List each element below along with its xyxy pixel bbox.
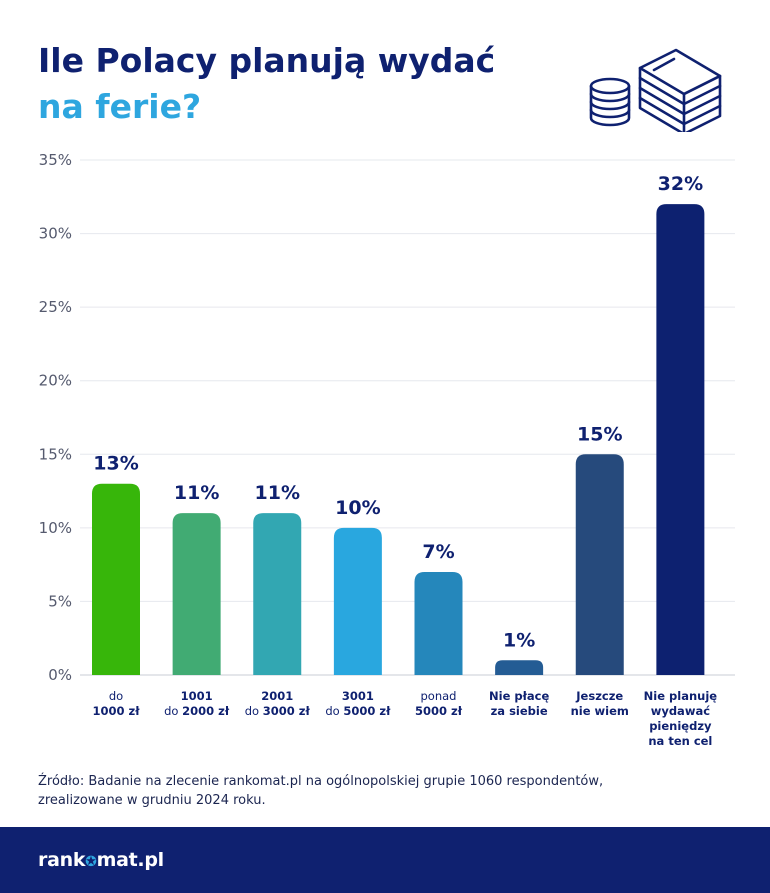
bar [333, 527, 382, 675]
y-tick-label: 35% [39, 151, 72, 169]
bar [495, 660, 544, 675]
y-tick-label: 20% [39, 372, 72, 390]
title-line-1: Ile Polacy planują wydać [38, 41, 496, 80]
data-label: 11% [255, 482, 300, 504]
x-tick-label: 3001 [342, 689, 374, 703]
footer-bar: rank✪mat.pl [0, 827, 770, 893]
bar [253, 513, 302, 675]
x-tick-label: 2001 [261, 689, 293, 703]
data-label: 13% [93, 453, 138, 475]
data-label: 10% [335, 497, 380, 519]
y-tick-label: 10% [39, 519, 72, 537]
y-tick-label: 5% [48, 592, 72, 610]
money-icon [589, 48, 722, 132]
x-tick-label: do 2000 zł [164, 704, 230, 718]
bar [656, 204, 705, 675]
x-tick-label: wydawać [651, 704, 710, 718]
star-icon: ✪ [85, 854, 97, 870]
bar [414, 572, 463, 675]
bar [575, 454, 624, 675]
source-line-2: zrealizowane w grudniu 2024 roku. [38, 793, 266, 808]
logo-text-left: rank [38, 849, 86, 871]
bar [92, 483, 140, 675]
y-tick-label: 15% [39, 445, 72, 463]
data-label: 1% [503, 629, 535, 651]
chart-title: Ile Polacy planują wydać na ferie? [38, 38, 495, 130]
data-label: 11% [174, 482, 219, 504]
logo-text-right: mat.pl [96, 849, 165, 871]
x-tick-label: pieniędzy [649, 719, 712, 733]
x-tick-label: 1001 [181, 689, 213, 703]
title-line-2: na ferie? [38, 87, 202, 126]
bar [172, 513, 221, 675]
data-label: 7% [422, 541, 454, 563]
x-tick-label: nie wiem [571, 704, 629, 718]
x-tick-label: na ten cel [648, 734, 712, 748]
x-tick-label: za siebie [491, 704, 548, 718]
y-tick-label: 25% [39, 298, 72, 316]
y-tick-label: 30% [39, 225, 72, 243]
rankomat-logo: rank✪mat.pl [38, 849, 164, 871]
x-tick-label: do 5000 zł [325, 704, 391, 718]
x-tick-label: do 3000 zł [245, 704, 311, 718]
x-tick-label: do [109, 689, 123, 703]
data-label: 15% [577, 423, 622, 445]
source-line-1: Źródło: Badanie na zlecenie rankomat.pl … [38, 774, 604, 789]
x-tick-label: Nie płacę [489, 689, 549, 703]
source-note: Źródło: Badanie na zlecenie rankomat.pl … [38, 772, 738, 810]
x-tick-label: Jeszcze [575, 689, 623, 703]
x-tick-label: 5000 zł [415, 704, 463, 718]
x-tick-label: 1000 zł [93, 704, 141, 718]
y-tick-label: 0% [48, 666, 72, 684]
x-tick-label: Nie planuję [644, 689, 718, 703]
data-label: 32% [658, 173, 703, 195]
x-tick-label: ponad [421, 689, 457, 703]
